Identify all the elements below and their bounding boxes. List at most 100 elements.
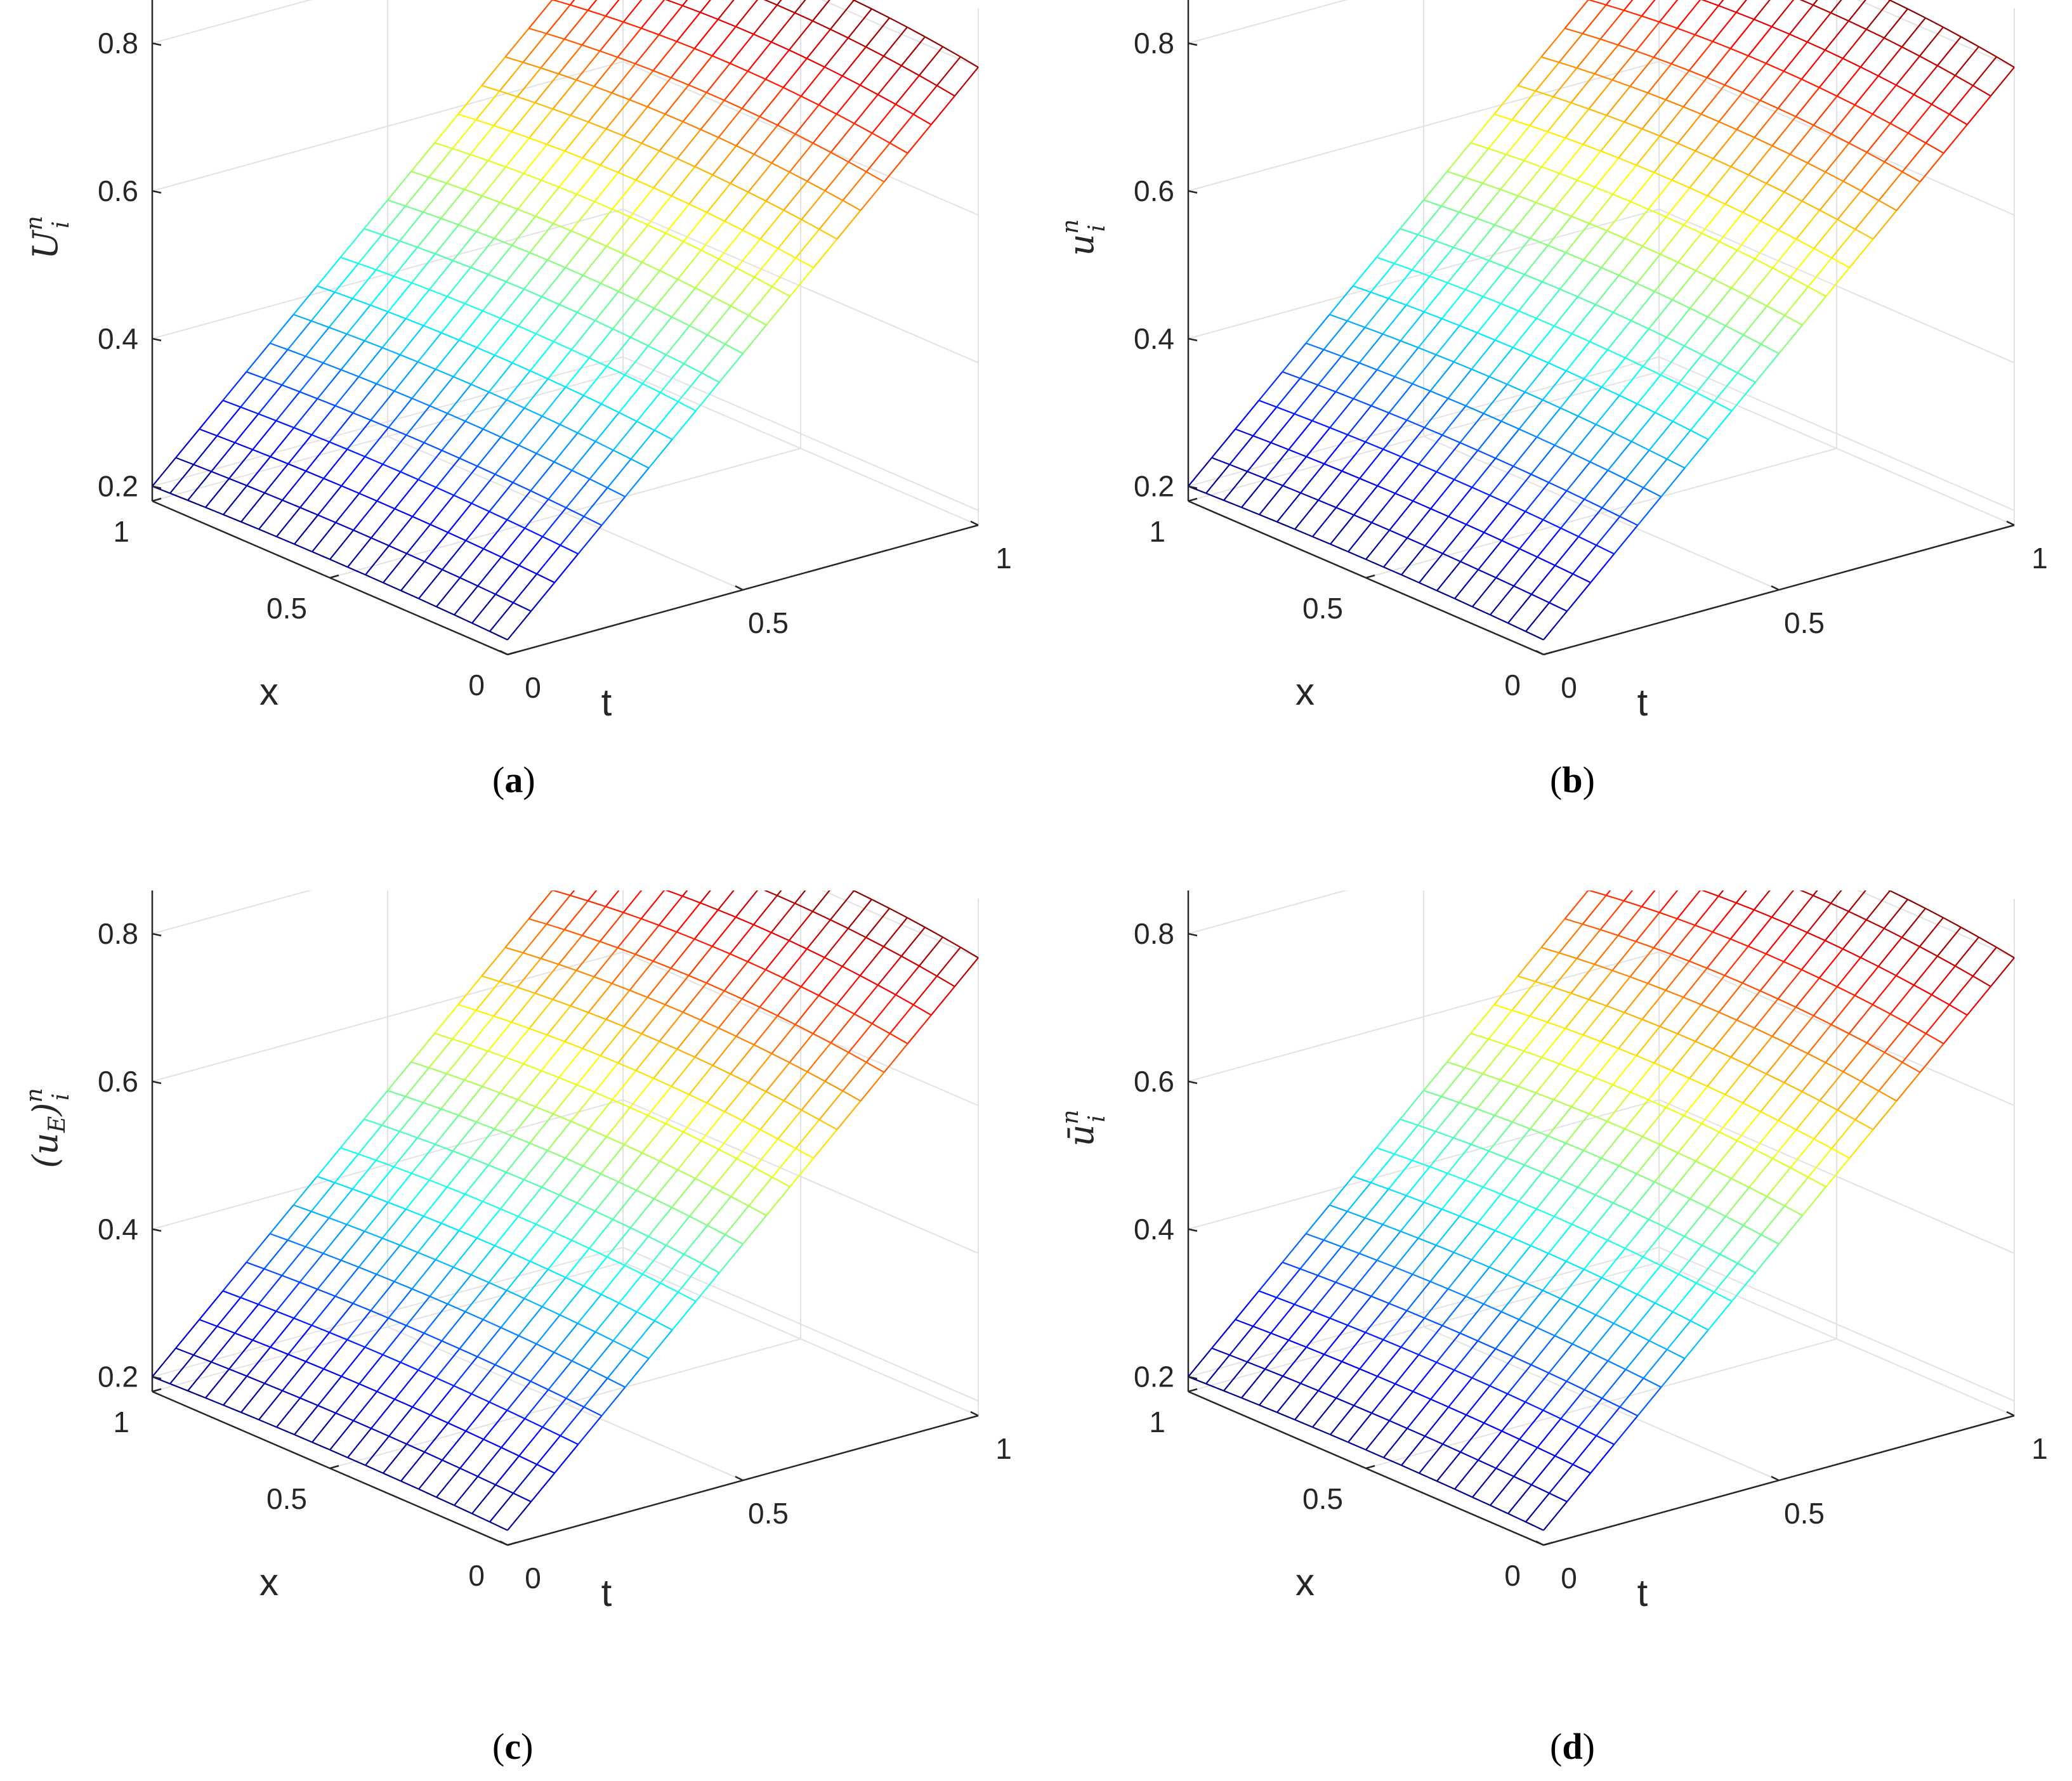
mesh-segment [1306,342,1324,351]
mesh-segment [1848,891,1866,912]
mesh-segment [1387,1159,1413,1190]
mesh-segment [1790,1138,1815,1168]
mesh-segment [718,230,744,259]
mesh-segment [364,1118,383,1126]
mesh-segment [1712,1019,1738,1050]
mesh-segment [565,1248,590,1278]
mesh-segment [1901,1033,1927,1063]
mesh-segment [1801,78,1820,88]
z-tick-mark [1188,485,1198,489]
mesh-segment [789,939,808,950]
mesh-segment [464,160,489,190]
mesh-segment [536,544,561,575]
mesh-segment [506,1381,532,1411]
mesh-segment [339,1118,365,1149]
mesh-segment [558,963,577,972]
mesh-segment [1323,320,1348,350]
mesh-segment [471,1513,490,1523]
z-tick-label: 0.4 [98,1213,138,1246]
mesh-segment [1842,29,1867,59]
mesh-segment [741,969,766,1000]
mesh-segment [1760,192,1785,222]
mesh-segment [299,362,324,393]
mesh-segment [1323,1354,1342,1362]
mesh-segment [1305,1204,1330,1234]
mesh-segment [1512,318,1537,348]
mesh-segment [801,986,820,996]
mesh-segment [1671,1069,1690,1080]
mesh-segment [730,1073,749,1083]
mesh-segment [541,386,567,417]
mesh-segment [1554,1455,1573,1465]
mesh-segment [1884,37,1903,48]
mesh-segment [1795,115,1814,126]
mesh-segment [611,953,636,984]
mesh-segment [1594,1048,1620,1078]
mesh-segment [1601,1369,1627,1399]
z-tick-mark [152,1376,162,1380]
mesh-segment [1512,1355,1531,1366]
mesh-segment [240,1411,259,1421]
mesh-segment [1578,536,1597,546]
t-tick-mark [1771,585,1780,591]
mesh-segment [1553,1187,1578,1217]
mesh-segment [499,1063,525,1093]
mesh-segment [352,412,371,421]
mesh-segment [1459,183,1483,213]
mesh-segment [223,1376,247,1406]
mesh-segment [901,65,920,76]
mesh-segment [1949,114,1968,126]
mesh-segment [1494,1201,1519,1231]
mesh-segment [1996,946,2015,959]
mesh-segment [499,289,525,319]
mesh-segment [1736,1019,1755,1029]
mesh-segment [1600,38,1618,46]
mesh-segment [505,166,524,174]
mesh-segment [706,91,725,101]
mesh-segment [629,70,654,100]
mesh-segment [542,415,561,426]
mesh-segment [428,1038,454,1069]
mesh-segment [871,899,890,910]
mesh-segment [1701,1003,1719,1013]
mesh-segment [1813,891,1818,896]
mesh-segment [782,58,808,88]
mesh-segment [1346,1182,1372,1212]
mesh-segment [546,1005,572,1036]
mesh-segment [1524,1373,1550,1403]
mesh-segment [341,1375,360,1385]
mesh-segment [383,1472,402,1482]
mesh-segment [612,1099,631,1109]
mesh-segment [671,1057,696,1087]
mesh-segment [447,1393,473,1424]
mesh-segment [765,171,790,202]
mesh-segment [759,1100,785,1130]
mesh-segment [504,28,530,58]
mesh-segment [323,362,341,371]
mesh-segment [1660,467,1686,497]
mesh-segment [476,318,501,348]
mesh-segment [1718,4,1737,13]
mesh-segment [1878,171,1903,201]
mesh-segment [1677,232,1703,263]
mesh-segment [1282,371,1301,379]
mesh-segment [1599,900,1625,930]
mesh-segment [676,931,695,940]
mesh-segment [412,1377,437,1408]
mesh-segment [666,1216,690,1246]
mesh-segment [830,0,855,30]
mesh-segment [316,1147,341,1177]
mesh-segment [577,1202,596,1212]
mesh-segment [475,90,501,121]
x-tick-mark [507,651,517,656]
mesh-segment [317,514,336,523]
mesh-segment [511,216,536,246]
mesh-segment [1654,290,1673,301]
mesh-segment [1483,1393,1509,1424]
mesh-segment [1813,219,1839,249]
mesh-segment [1605,891,1611,896]
mesh-segment [1389,1419,1408,1430]
mesh-segment [1707,1206,1726,1217]
mesh-segment [488,1401,508,1411]
mesh-segment [1564,27,1583,35]
